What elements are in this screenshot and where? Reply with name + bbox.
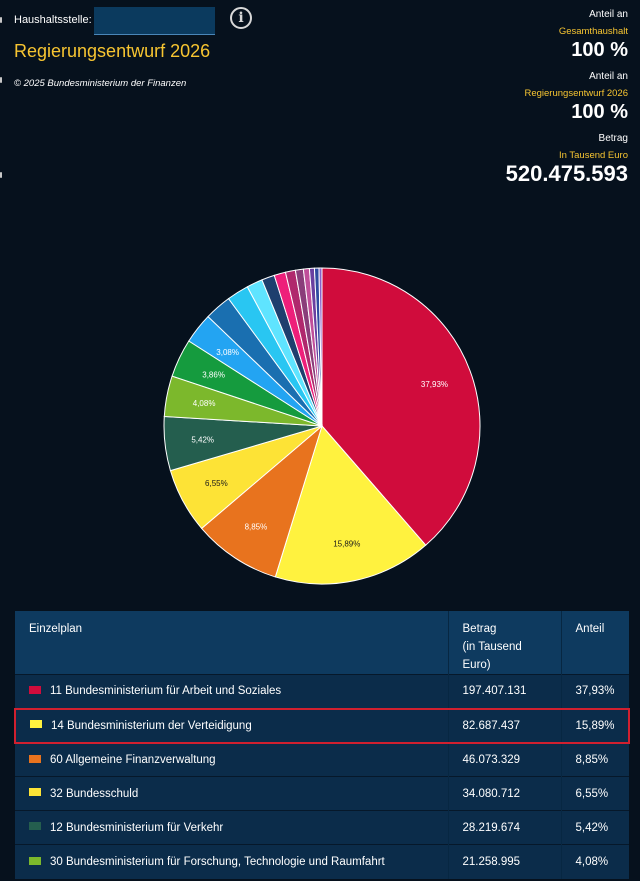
pie-slice-label: 3,86% [202,370,225,379]
stat-sublabel: Gesamthaushalt [558,26,628,37]
anteil-cell: 15,89% [560,707,630,744]
info-icon[interactable]: i [230,7,252,29]
anteil-cell: 8,85% [560,742,629,777]
color-swatch [29,856,41,865]
einzelplan-cell: 14 Bundesministerium der Verteidigung [14,707,448,744]
einzelplan-name: 12 Bundesministerium für Verkehr [50,821,224,834]
stat-label: Anteil an [589,9,628,20]
haushaltsstelle-label: Haushaltsstelle: [14,14,92,26]
pie-slice-label: 37,93% [421,380,448,389]
stat-value: 520.475.593 [505,161,628,186]
einzelplan-table: Einzelplan Betrag (in Tausend Euro) Ante… [14,611,630,879]
stat-label: Anteil an [589,71,628,82]
betrag-cell: 82.687.437 [447,707,561,744]
einzelplan-name: 60 Allgemeine Finanzverwaltung [50,753,216,766]
anteil-cell: 4,08% [560,844,629,879]
pie-slice-label: 15,89% [333,539,360,548]
stat-value: 100 % [571,39,628,61]
anteil-cell: 6,55% [560,776,629,811]
stat-anteil-gesamthaushalt: Anteil an Gesamthaushalt 100 % [368,8,628,61]
table-row[interactable]: 32 Bundesschuld 34.080.712 6,55% [15,776,629,811]
pie-chart-svg: 37,93% 15,89% 8,85% 6,55% 5,42% 4,08% 3,86% 3,0… [163,267,481,585]
table-row[interactable]: 12 Bundesministerium für Verkehr 28.219.… [15,810,629,845]
pie-slice[interactable] [200,424,323,578]
einzelplan-cell: 12 Bundesministerium für Verkehr [15,810,448,845]
color-swatch [29,754,41,763]
anteil-cell: 37,93% [560,674,629,709]
color-swatch [30,720,42,729]
pie-slice-label: 3,08% [216,348,239,357]
page-title: Regierungsentwurf 2026 [14,41,211,61]
color-swatch [29,822,41,831]
column-header-einzelplan[interactable]: Einzelplan [15,611,448,675]
column-header-betrag-line: (in Tausend [462,641,522,653]
pie-chart: 37,93% 15,89% 8,85% 6,55% 5,42% 4,08% 3,86% 3,0… [150,256,490,596]
edge-marker [0,17,2,23]
color-swatch [29,686,41,695]
column-header-betrag[interactable]: Betrag (in Tausend Euro) [447,611,561,675]
stat-label: Betrag [598,133,628,144]
column-header-anteil[interactable]: Anteil [560,611,629,675]
einzelplan-name: 32 Bundesschuld [50,787,139,800]
betrag-cell: 21.258.995 [447,844,561,879]
stat-betrag: Betrag In Tausend Euro 520.475.593 [368,132,628,185]
color-swatch [29,788,41,797]
stat-sublabel: In Tausend Euro [558,150,628,161]
column-header-betrag-line: Betrag [462,623,497,635]
einzelplan-name: 14 Bundesministerium der Verteidigung [51,719,252,732]
pie-slice-label: 5,42% [191,436,214,445]
betrag-cell: 197.407.131 [447,674,561,709]
pie-slice-label: 6,55% [205,479,228,488]
einzelplan-name: 11 Bundesministerium für Arbeit und Sozi… [50,685,282,698]
pie-slice-label: 8,85% [245,522,268,531]
einzelplan-cell: 60 Allgemeine Finanzverwaltung [15,742,448,777]
betrag-cell: 46.073.329 [447,742,561,777]
pie-slice[interactable] [321,267,481,546]
einzelplan-cell: 11 Bundesministerium für Arbeit und Sozi… [15,674,448,709]
pie-slice[interactable] [318,267,323,427]
copyright-notice: © 2025 Bundesministerium der Finanzen [14,78,187,89]
haushaltsstelle-input[interactable] [94,7,215,35]
betrag-cell: 28.219.674 [447,810,561,845]
edge-marker [0,77,2,83]
table-row[interactable]: 11 Bundesministerium für Arbeit und Sozi… [15,674,629,709]
table-row-highlighted[interactable]: 14 Bundesministerium der Verteidigung 82… [14,707,630,744]
summary-stats: Anteil an Gesamthaushalt 100 % Anteil an… [368,8,628,194]
table-row[interactable]: 30 Bundesministerium für Forschung, Tech… [15,844,629,879]
einzelplan-cell: 30 Bundesministerium für Forschung, Tech… [15,844,448,879]
einzelplan-cell: 32 Bundesschuld [15,776,448,811]
pie-slice-label: 4,08% [193,399,216,408]
column-header-betrag-line: Euro) [462,659,491,671]
betrag-cell: 34.080.712 [447,776,561,811]
pie-slice[interactable] [274,424,427,585]
anteil-cell: 5,42% [560,810,629,845]
edge-marker [0,172,2,178]
stat-sublabel: Regierungsentwurf 2026 [524,88,628,99]
table-row[interactable]: 60 Allgemeine Finanzverwaltung 46.073.32… [15,742,629,777]
stat-anteil-regierungsentwurf: Anteil an Regierungsentwurf 2026 100 % [368,70,628,123]
einzelplan-name: 30 Bundesministerium für Forschung, Tech… [50,855,385,868]
stat-value: 100 % [571,101,628,123]
